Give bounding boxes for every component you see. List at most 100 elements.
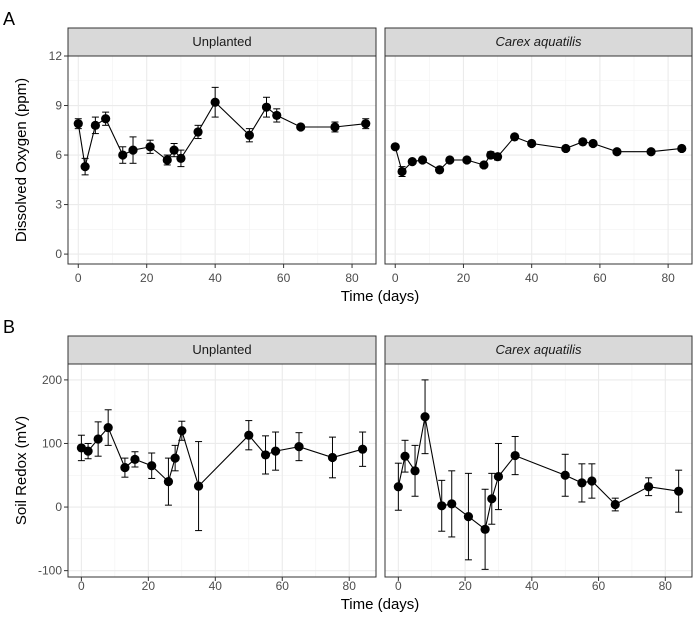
- data-point: [480, 524, 490, 534]
- data-point: [162, 155, 172, 165]
- data-point: [193, 127, 203, 137]
- data-point: [390, 142, 400, 152]
- data-point: [445, 155, 455, 165]
- data-point: [492, 152, 503, 162]
- x-tick-label: 20: [457, 271, 471, 285]
- x-tick-label: 0: [395, 579, 402, 593]
- x-tick-label: 40: [208, 271, 222, 285]
- x-tick-label: 60: [592, 579, 606, 593]
- data-point: [169, 145, 179, 155]
- data-point: [393, 482, 403, 492]
- data-point: [272, 110, 282, 121]
- x-tick-label: 80: [659, 579, 673, 593]
- data-point: [244, 430, 254, 440]
- y-tick-label: 6: [55, 148, 62, 162]
- panel-border: [384, 363, 693, 578]
- data-point: [578, 137, 588, 147]
- panel-label: A: [3, 9, 15, 29]
- x-tick-label: 20: [458, 579, 472, 593]
- y-tick-label: 3: [55, 198, 62, 212]
- data-point: [145, 142, 155, 152]
- facet-strip: [67, 27, 377, 57]
- data-point: [270, 446, 281, 456]
- facet-unplanted: Unplanted 0 20 40 60 80 0 3 6 9 12: [49, 27, 377, 285]
- data-point: [130, 454, 140, 464]
- data-point: [612, 147, 622, 157]
- x-tick-label: 40: [525, 271, 539, 285]
- panel-border: [67, 363, 377, 578]
- data-point: [83, 446, 93, 456]
- x-tick-label: 80: [343, 579, 357, 593]
- data-point: [437, 501, 447, 511]
- y-tick-label: 0: [55, 500, 62, 514]
- x-tick-label: 80: [345, 271, 359, 285]
- data-point: [327, 452, 338, 463]
- data-point: [177, 426, 187, 436]
- data-point: [80, 162, 90, 172]
- x-tick-label: 80: [661, 271, 675, 285]
- x-axis-label: Time (days): [341, 288, 420, 305]
- data-point: [163, 477, 174, 487]
- data-point: [510, 450, 520, 461]
- chart-A: A Dissolved Oxygen (ppm) Time (days) Unplan…: [3, 9, 693, 305]
- chart-B: B Soil Redox (mV) Time (days) Unplanted 0 20 4…: [3, 317, 693, 613]
- data-point: [417, 155, 428, 165]
- y-axis-label: Dissolved Oxygen (ppm): [13, 78, 30, 242]
- y-tick-label: 100: [42, 436, 62, 450]
- panel-label: B: [3, 317, 15, 337]
- x-tick-label: 0: [75, 271, 82, 285]
- x-tick-label: 0: [78, 579, 85, 593]
- data-point: [261, 102, 272, 112]
- facet-strip-label: Carex aquatilis: [496, 34, 582, 49]
- data-point: [244, 130, 254, 140]
- y-tick-label: 9: [55, 99, 62, 113]
- data-point: [120, 463, 130, 473]
- data-point: [296, 122, 306, 132]
- data-point: [118, 150, 128, 160]
- data-point: [330, 122, 340, 132]
- data-point: [400, 451, 410, 461]
- data-point: [493, 471, 504, 482]
- data-point: [674, 486, 684, 496]
- data-point: [587, 476, 597, 486]
- data-point: [487, 494, 497, 504]
- data-point: [147, 461, 157, 471]
- data-point: [644, 482, 654, 492]
- data-point: [397, 166, 407, 177]
- data-point: [479, 160, 489, 170]
- data-point: [176, 153, 186, 163]
- data-point: [294, 442, 304, 452]
- x-tick-label: 20: [140, 271, 154, 285]
- data-point: [358, 444, 368, 454]
- facet-strip: [384, 27, 693, 57]
- data-point: [407, 157, 417, 167]
- data-point: [210, 97, 220, 107]
- x-tick-label: 0: [392, 271, 399, 285]
- data-point: [434, 165, 445, 175]
- panel-border: [67, 55, 377, 265]
- data-point: [462, 155, 472, 165]
- data-point: [447, 499, 457, 509]
- facet-carex-aquatilis: Carex aquatilis 0 20 40 60 80: [384, 335, 693, 593]
- x-tick-label: 20: [142, 579, 156, 593]
- data-point: [410, 466, 420, 476]
- x-axis-label: Time (days): [341, 596, 420, 613]
- data-point: [193, 481, 204, 491]
- x-tick-label: 40: [209, 579, 223, 593]
- data-point: [101, 114, 111, 124]
- data-point: [588, 138, 598, 149]
- x-tick-label: 60: [276, 579, 290, 593]
- y-tick-label: 200: [42, 373, 62, 387]
- y-axis-label: Soil Redox (mV): [13, 416, 30, 525]
- x-tick-label: 40: [525, 579, 539, 593]
- data-point: [103, 422, 113, 433]
- data-point: [560, 470, 570, 480]
- data-point: [361, 119, 371, 129]
- data-point: [463, 511, 474, 522]
- data-point: [90, 120, 100, 130]
- facet-strip-label: Unplanted: [192, 34, 251, 49]
- data-point: [610, 499, 620, 510]
- data-point: [527, 138, 537, 149]
- data-point: [93, 434, 103, 444]
